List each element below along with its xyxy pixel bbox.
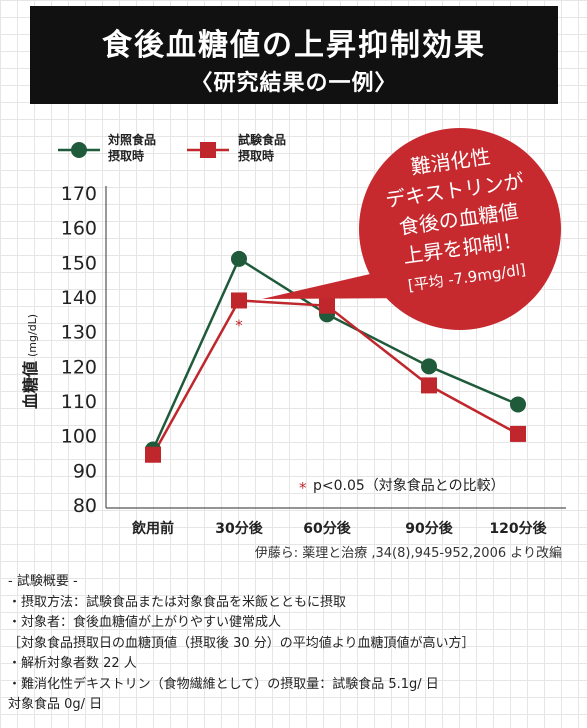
test-point [231,292,247,309]
y-tick-label: 120 [61,356,97,378]
blood-glucose-chart: 対照食品 摂取時 試験食品 摂取時 血糖値 (mg/dL) 80 90 100 110… [21,128,566,561]
y-tick-label: 160 [61,218,97,240]
notes-dose: ・難消化性デキストリン（食物繊維として）の摂取量：試験食品 5.1g/ 日 [8,676,439,692]
y-ticks: 80 90 100 110 120 130 140 150 160 170 [61,183,97,517]
annotation: * p<0.05（対象食品との比較） [299,477,505,497]
y-tick-label: 140 [61,287,97,309]
y-tick-label: 80 [73,495,97,517]
control-point [421,358,437,375]
title-banner: 食後血糖値の上昇抑制効果 〈研究結果の一例〉 [30,6,558,104]
y-tick-label: 100 [61,426,97,448]
legend-control-label-2: 摂取時 [108,148,144,163]
y-tick-label: 90 [73,460,97,482]
y-tick-label: 150 [61,252,97,274]
series-markers: * [145,250,526,463]
legend-test-label-2: 摂取時 [238,148,274,163]
notes-method: ・摂取方法：試験食品または対象食品を米飯とともに摂取 [8,594,347,610]
annotation-text: p<0.05（対象食品との比較） [313,477,505,494]
x-ticks: 飲用前 30分後 60分後 90分後 120分後 [131,520,548,537]
notes-control-dose: 対象食品 0g/ 日 [8,697,103,712]
test-point [421,377,437,394]
notes-count: ・解析対象者数 22 人 [8,656,137,671]
legend-control-label-1: 対照食品 [107,132,156,147]
control-point [231,250,247,267]
study-notes: - 試験概要 - ・摂取方法：試験食品または対象食品を米飯とともに摂取 ・対象者… [8,572,583,716]
notes-subjects-detail: ［対象食品摂取日の血糖頂値（摂取後 30 分）の平均値より血糖頂値が高い方］ [8,635,475,651]
legend-test-marker [200,142,216,158]
y-axis-label: 血糖値 [21,361,40,409]
test-point [319,297,335,314]
x-tick-label: 90分後 [405,520,453,537]
legend-test-label-1: 試験食品 [238,132,286,147]
control-point [510,396,526,413]
callout-bubble [359,128,561,330]
y-tick-label: 110 [61,391,97,413]
y-tick-label: 130 [61,322,97,344]
x-tick-label: 30分後 [215,520,263,537]
y-tick-label: 170 [61,183,97,205]
test-point [510,425,526,442]
legend-control-marker [71,142,87,158]
x-tick-label: 60分後 [303,520,351,537]
x-tick-label: 120分後 [489,520,547,537]
notes-heading: - 試験概要 - [8,574,78,589]
y-axis-title: 血糖値 (mg/dL) [21,314,40,409]
chart-subtitle: 〈研究結果の一例〉 [190,71,398,96]
x-tick-label: 飲用前 [131,520,174,537]
legend: 対照食品 摂取時 試験食品 摂取時 [58,132,286,163]
chart-title: 食後血糖値の上昇抑制効果 [102,28,486,63]
test-point [145,446,161,463]
annotation-star: * [299,479,307,497]
source-citation: 伊藤ら: 薬理と治療 ,34(8),945-952,2006 より改編 [255,545,562,561]
callout: 難消化性 デキストリンが 食後の血糖値 上昇を抑制！ [平均 -7.9mg/dl… [262,128,561,330]
notes-subjects: ・対象者：食後血糖値が上がりやすい健常成人 [8,615,282,630]
y-axis-unit: (mg/dL) [26,314,39,357]
significance-star: * [235,316,243,334]
